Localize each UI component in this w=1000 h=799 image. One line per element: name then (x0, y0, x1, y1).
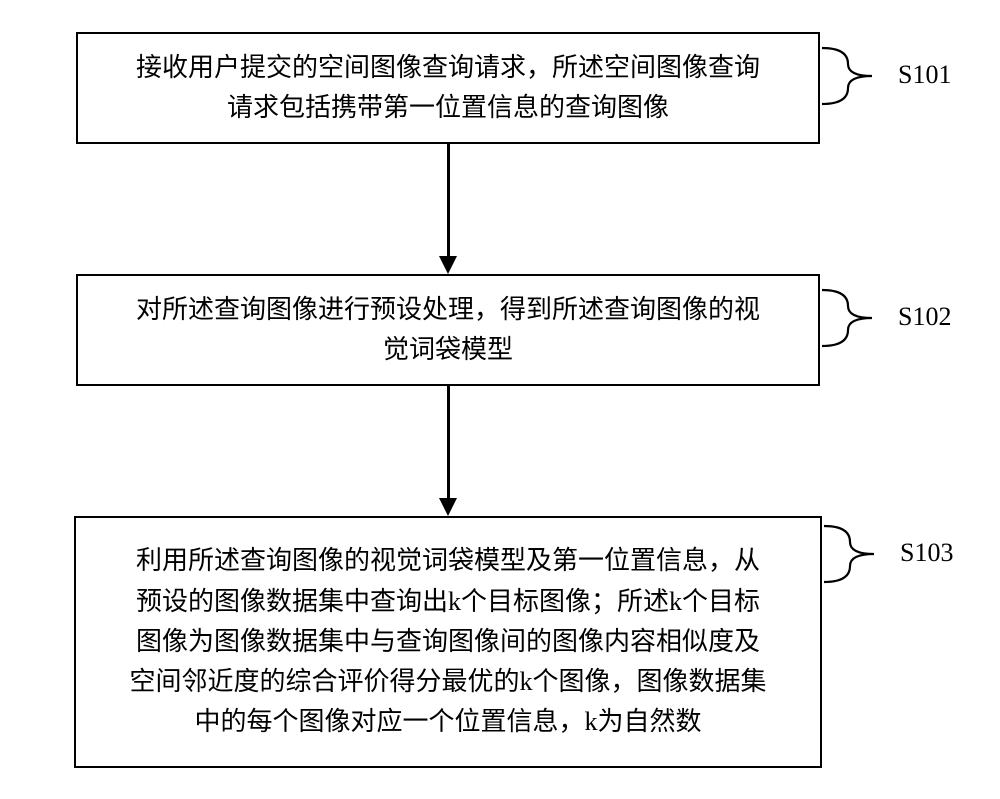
arrowhead-icon (439, 498, 457, 516)
node-text: 利用所述查询图像的视觉词袋模型及第一位置信息，从 预设的图像数据集中查询出k个目… (129, 541, 766, 742)
step-label-s102: S102 (898, 302, 951, 332)
step-label-s101: S101 (898, 60, 951, 90)
node-text: 对所述查询图像进行预设处理，得到所述查询图像的视 觉词袋模型 (136, 290, 760, 371)
flow-node-s101: 接收用户提交的空间图像查询请求，所述空间图像查询 请求包括携带第一位置信息的查询… (76, 32, 820, 144)
flow-node-s103: 利用所述查询图像的视觉词袋模型及第一位置信息，从 预设的图像数据集中查询出k个目… (74, 516, 822, 768)
brace-s101 (820, 46, 900, 106)
node-text: 接收用户提交的空间图像查询请求，所述空间图像查询 请求包括携带第一位置信息的查询… (136, 48, 760, 129)
step-label-s103: S103 (900, 538, 953, 568)
edge-s102-s103 (447, 386, 450, 498)
arrowhead-icon (439, 256, 457, 274)
flowchart-canvas: 接收用户提交的空间图像查询请求，所述空间图像查询 请求包括携带第一位置信息的查询… (0, 0, 1000, 799)
brace-s102 (820, 288, 900, 348)
edge-s101-s102 (447, 144, 450, 256)
flow-node-s102: 对所述查询图像进行预设处理，得到所述查询图像的视 觉词袋模型 (76, 274, 820, 386)
brace-s103 (822, 524, 902, 584)
